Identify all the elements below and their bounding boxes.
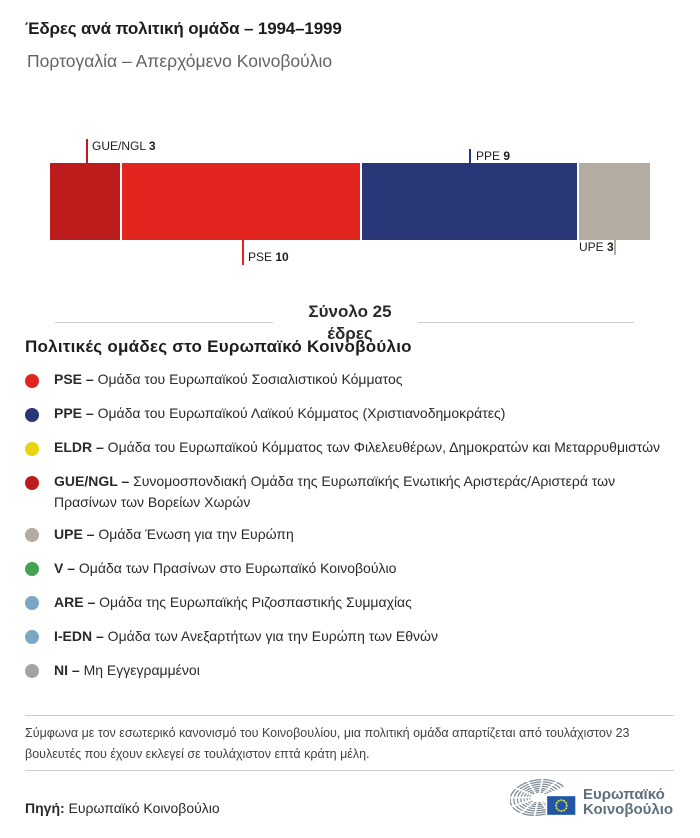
svg-text:Κοινοβούλιο: Κοινοβούλιο (583, 801, 673, 818)
svg-text:Ευρωπαϊκό: Ευρωπαϊκό (583, 786, 665, 803)
